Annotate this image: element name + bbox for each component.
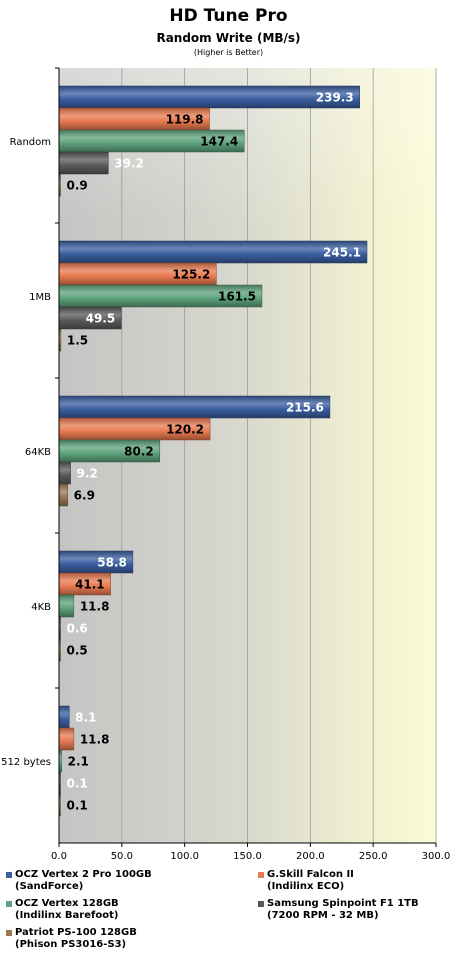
data-label: 215.6 bbox=[286, 401, 324, 415]
data-label: 80.2 bbox=[124, 445, 154, 459]
y-category-label: 64KB bbox=[25, 447, 51, 458]
data-label: 2.1 bbox=[68, 755, 89, 769]
x-tick-label: 150.0 bbox=[233, 851, 262, 862]
x-tick-label: 100.0 bbox=[170, 851, 199, 862]
data-label: 0.5 bbox=[67, 644, 88, 658]
legend-label-line2: (Phison PS3016-S3) bbox=[15, 939, 127, 950]
data-label: 6.9 bbox=[74, 489, 95, 503]
legend-label-line1: OCZ Vertex 2 Pro 100GB bbox=[15, 869, 152, 880]
legend-label-line1: Samsung Spinpoint F1 1TB bbox=[267, 898, 419, 909]
data-label: 120.2 bbox=[166, 423, 204, 437]
bar bbox=[58, 594, 75, 618]
data-label: 9.2 bbox=[77, 467, 98, 481]
legend-label: OCZ Vertex 128GB (Indilinx Barefoot) bbox=[15, 898, 119, 922]
chart-subtitle: Random Write (MB/s) bbox=[156, 31, 301, 45]
legend-label: G.Skill Falcon II (Indilinx ECO) bbox=[267, 869, 354, 893]
chart-title: HD Tune Pro bbox=[169, 6, 288, 26]
legend-swatch bbox=[258, 872, 264, 878]
data-label: 1.5 bbox=[67, 334, 88, 348]
legend-swatch bbox=[258, 901, 264, 907]
data-label: 0.6 bbox=[67, 622, 88, 636]
x-tick-label: 200.0 bbox=[296, 851, 325, 862]
data-label: 125.2 bbox=[172, 268, 210, 282]
legend-label-line2: (7200 RPM - 32 MB) bbox=[267, 910, 379, 921]
bar bbox=[58, 727, 75, 751]
legend-label-line1: OCZ Vertex 128GB bbox=[15, 898, 119, 909]
chart-note: (Higher is Better) bbox=[193, 48, 264, 57]
legend-label: Patriot PS-100 128GB (Phison PS3016-S3) bbox=[15, 927, 137, 951]
data-label: 11.8 bbox=[80, 600, 110, 614]
bar bbox=[58, 85, 360, 109]
legend-swatch bbox=[6, 872, 12, 878]
bar bbox=[58, 483, 68, 507]
data-label: 58.8 bbox=[97, 556, 127, 570]
legend-label-line2: (SandForce) bbox=[15, 881, 84, 892]
y-category-label: 4KB bbox=[31, 602, 51, 613]
legend-label: OCZ Vertex 2 Pro 100GB (SandForce) bbox=[15, 869, 152, 893]
data-label: 0.1 bbox=[67, 799, 88, 813]
bar bbox=[58, 461, 71, 485]
y-category-label: 1MB bbox=[29, 292, 51, 303]
data-label: 0.9 bbox=[67, 179, 88, 193]
legend-label-line2: (Indilinx ECO) bbox=[267, 881, 345, 892]
legend-swatch bbox=[6, 901, 12, 907]
bar bbox=[58, 240, 368, 264]
legend-label: Samsung Spinpoint F1 1TB (7200 RPM - 32 M… bbox=[267, 898, 419, 922]
x-tick-label: 300.0 bbox=[422, 851, 451, 862]
data-label: 41.1 bbox=[75, 578, 105, 592]
data-label: 161.5 bbox=[218, 290, 256, 304]
data-label: 119.8 bbox=[166, 113, 204, 127]
y-category-label: 512 bytes bbox=[1, 757, 51, 768]
data-label: 0.1 bbox=[67, 777, 88, 791]
legend-label-line1: G.Skill Falcon II bbox=[267, 869, 354, 880]
legend-swatch bbox=[6, 930, 12, 936]
data-label: 8.1 bbox=[75, 711, 96, 725]
bar bbox=[58, 151, 109, 175]
data-label: 11.8 bbox=[80, 733, 110, 747]
data-label: 49.5 bbox=[86, 312, 116, 326]
data-label: 39.2 bbox=[114, 157, 144, 171]
bar bbox=[58, 705, 70, 729]
data-label: 245.1 bbox=[323, 246, 361, 260]
legend-label-line2: (Indilinx Barefoot) bbox=[15, 910, 119, 921]
legend-label-line1: Patriot PS-100 128GB bbox=[15, 927, 137, 938]
data-label: 147.4 bbox=[200, 135, 238, 149]
data-label: 239.3 bbox=[316, 91, 354, 105]
x-tick-label: 0.0 bbox=[51, 851, 67, 862]
x-tick-label: 250.0 bbox=[359, 851, 388, 862]
x-tick-label: 50.0 bbox=[111, 851, 133, 862]
y-category-label: Random bbox=[10, 137, 51, 148]
